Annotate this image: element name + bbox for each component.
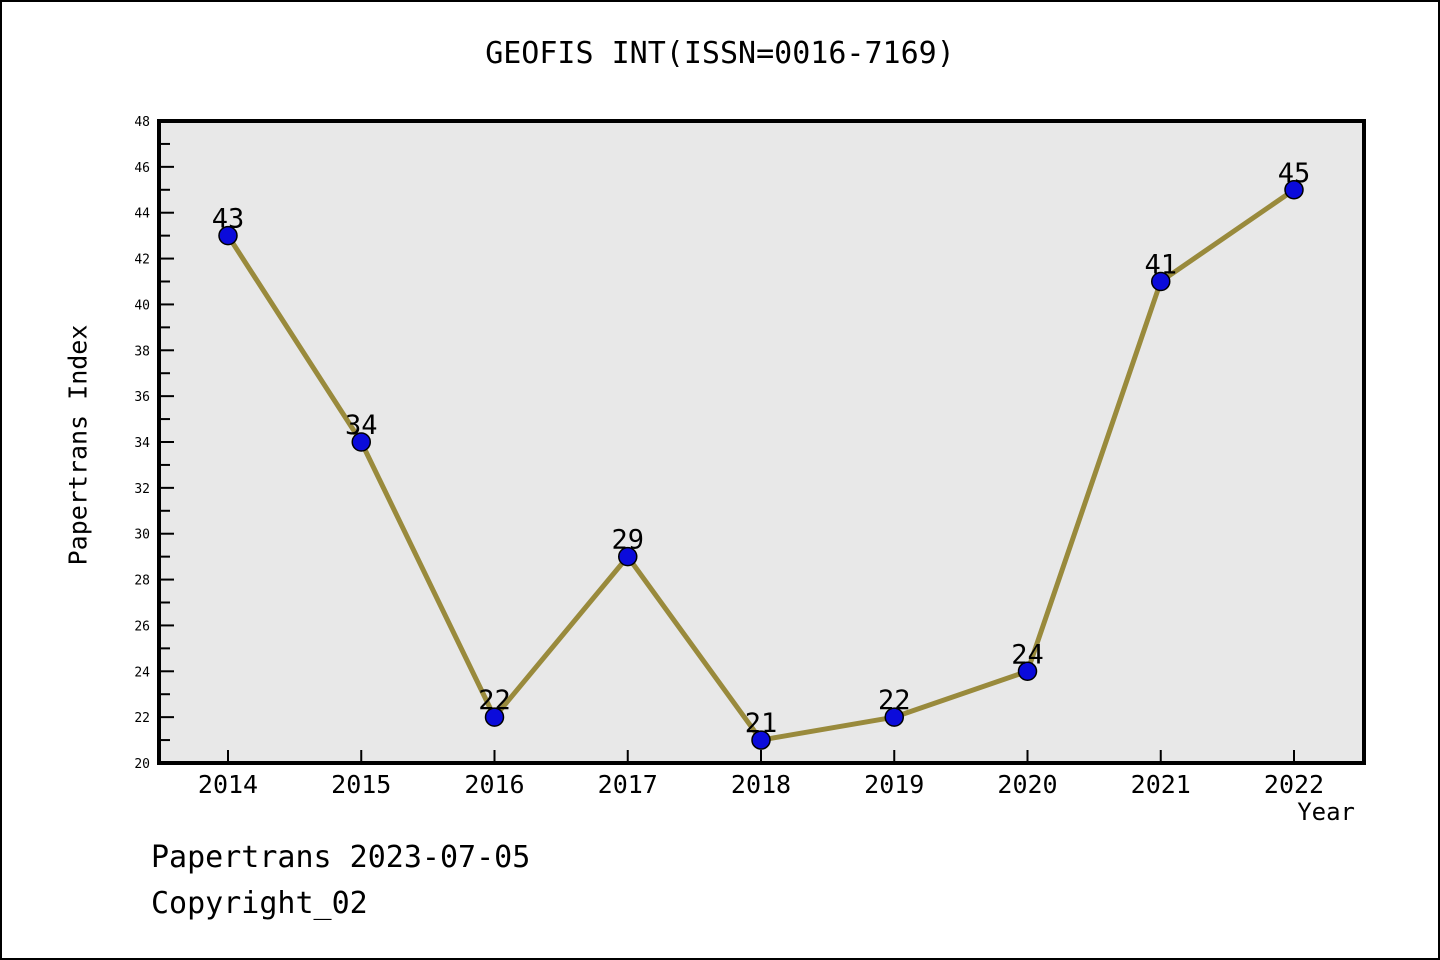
data-point [1284, 180, 1304, 200]
data-point-label: 29 [611, 525, 644, 556]
y-tick-label: 30 [134, 528, 150, 543]
y-tick-label: 22 [134, 711, 150, 726]
plot-background [157, 119, 1366, 765]
data-point-label: 45 [1278, 158, 1311, 189]
data-point [484, 707, 505, 727]
y-tick-label: 34 [134, 436, 150, 451]
data-point [218, 225, 238, 246]
x-tick-label: 2015 [331, 770, 391, 799]
data-point-label: 24 [1011, 639, 1044, 670]
x-tick-label: 2016 [464, 770, 524, 799]
x-tick-label: 2021 [1131, 770, 1191, 799]
y-tick-label: 28 [134, 574, 150, 589]
footer-source: Papertrans 2023-07-05 [151, 840, 531, 875]
x-tick-label: 2020 [997, 770, 1057, 799]
data-point-label: 22 [478, 685, 511, 716]
data-point-label: 21 [745, 708, 778, 739]
y-tick-label: 46 [134, 161, 150, 176]
x-tick-label: 2014 [198, 770, 258, 799]
data-point [1017, 661, 1038, 682]
x-axis-label: Year [1297, 798, 1355, 826]
y-tick-label: 38 [134, 344, 150, 359]
data-point [884, 707, 904, 727]
y-tick-label: 48 [134, 115, 150, 130]
data-point [1151, 271, 1171, 292]
y-tick-label: 24 [134, 665, 150, 680]
data-point [618, 546, 638, 567]
y-tick-label: 42 [134, 253, 150, 268]
y-tick-label: 26 [134, 619, 150, 634]
data-point-label: 22 [878, 685, 911, 716]
x-tick-label: 2017 [598, 770, 658, 799]
footer-copyright: Copyright_02 [151, 886, 368, 921]
x-tick-label: 2022 [1264, 770, 1324, 799]
data-point-label: 43 [212, 204, 245, 235]
data-point [351, 432, 371, 452]
x-tick-label: 2019 [864, 770, 924, 799]
y-tick-label: 20 [134, 757, 150, 772]
chart-title: GEOFIS INT(ISSN=0016-7169) [485, 36, 955, 71]
y-tick-label: 44 [134, 207, 150, 222]
y-tick-label: 36 [134, 390, 150, 405]
y-tick-label: 40 [134, 298, 150, 313]
data-point-label: 41 [1144, 250, 1177, 281]
x-tick-label: 2018 [731, 770, 791, 799]
y-tick-label: 32 [134, 482, 150, 497]
data-point [751, 730, 771, 750]
data-point-label: 34 [345, 410, 378, 441]
